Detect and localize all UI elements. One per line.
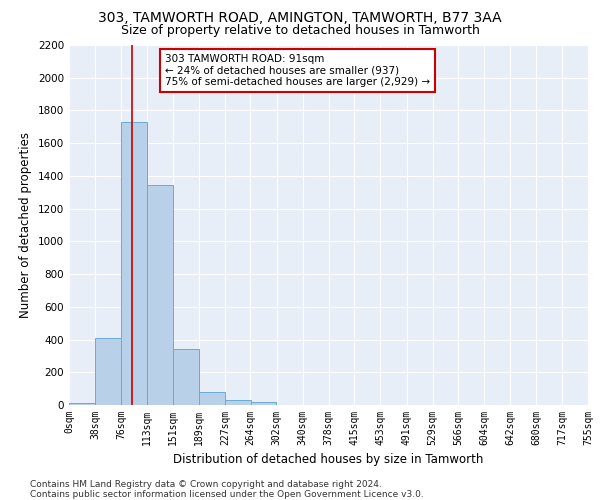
Bar (121, 122, 147, 405)
Bar (147, 185, 173, 405)
Bar (69, 402, 95, 405)
Bar (199, 392, 225, 405)
X-axis label: Distribution of detached houses by size in Tamworth: Distribution of detached houses by size … (173, 454, 484, 466)
Text: 303 TAMWORTH ROAD: 91sqm
← 24% of detached houses are smaller (937)
75% of semi-: 303 TAMWORTH ROAD: 91sqm ← 24% of detach… (165, 54, 430, 87)
Text: Contains HM Land Registry data © Crown copyright and database right 2024.
Contai: Contains HM Land Registry data © Crown c… (30, 480, 424, 499)
Text: 303, TAMWORTH ROAD, AMINGTON, TAMWORTH, B77 3AA: 303, TAMWORTH ROAD, AMINGTON, TAMWORTH, … (98, 11, 502, 25)
Bar (173, 350, 199, 405)
Y-axis label: Number of detached properties: Number of detached properties (19, 132, 32, 318)
Bar (251, 402, 277, 405)
Bar (225, 400, 251, 405)
Text: Size of property relative to detached houses in Tamworth: Size of property relative to detached ho… (121, 24, 479, 37)
Bar (95, 338, 121, 405)
